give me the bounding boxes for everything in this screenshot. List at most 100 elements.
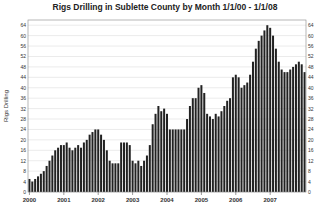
y-tick-label: 64 (20, 22, 26, 28)
x-tick-label: 2007 (263, 197, 277, 203)
y2-tick-label: 0 (308, 189, 311, 195)
bar (54, 150, 56, 192)
bar (218, 116, 220, 192)
bar (91, 132, 93, 192)
bar (195, 98, 197, 192)
bar (226, 101, 228, 192)
title: Rigs Drilling in Sublette County by Mont… (53, 2, 278, 12)
y2-tick-label: 48 (308, 64, 314, 70)
bar (137, 161, 139, 192)
y-tick-label: 12 (20, 158, 26, 164)
bar (232, 77, 234, 192)
y2-tick-label: 44 (308, 74, 314, 80)
bar (163, 109, 165, 192)
x-tick (63, 192, 64, 195)
y2-tick-label: 4 (308, 179, 311, 185)
y2-tick-label: 64 (308, 22, 314, 28)
bar (275, 49, 277, 192)
bar (183, 129, 185, 192)
y2-tick-label: 40 (308, 85, 314, 91)
bar (200, 85, 202, 192)
bar (86, 140, 88, 192)
bar (152, 124, 154, 192)
bar (143, 161, 145, 192)
frame (28, 20, 306, 192)
bar (292, 67, 294, 192)
bar (229, 98, 231, 192)
bar (263, 30, 265, 192)
bar (155, 114, 157, 192)
y-tick-label: 56 (20, 43, 26, 49)
bar (77, 145, 79, 192)
bar (63, 145, 65, 192)
bar (100, 135, 102, 192)
bar (192, 98, 194, 192)
bar (301, 64, 303, 192)
bar (166, 114, 168, 192)
bar (286, 72, 288, 192)
x-tick (132, 192, 133, 195)
bar (89, 135, 91, 192)
bar (252, 62, 254, 192)
x-tick-label: 2001 (57, 197, 71, 203)
bar (28, 179, 30, 192)
y-tick-label: 24 (20, 126, 26, 132)
bar (94, 129, 96, 192)
bar (212, 119, 214, 192)
y-tick-label: 36 (20, 95, 26, 101)
bar (114, 163, 116, 192)
bar (284, 72, 286, 192)
bar (249, 75, 251, 192)
bar (160, 111, 162, 192)
y2-tick-label: 24 (308, 126, 314, 132)
bar (134, 163, 136, 192)
bar (281, 70, 283, 192)
bar (43, 171, 45, 192)
bar (109, 161, 111, 192)
bar (46, 166, 48, 192)
x-tick (167, 192, 168, 195)
y2-tick-label: 16 (308, 147, 314, 153)
y2-tick-label: 36 (308, 95, 314, 101)
bar (57, 148, 59, 192)
y-tick-label: 60 (20, 33, 26, 39)
x-tick-label: 2006 (229, 197, 243, 203)
y2-tick-label: 20 (308, 137, 314, 143)
bar (97, 129, 99, 192)
y-tick-label: 4 (23, 179, 26, 185)
bar (255, 49, 257, 192)
bar (243, 85, 245, 192)
bar (103, 140, 105, 192)
y2-tick-label: 32 (308, 106, 314, 112)
bar (40, 174, 42, 192)
bar (289, 70, 291, 192)
y2-tick-label: 8 (308, 168, 311, 174)
bar (48, 161, 50, 192)
bar (37, 176, 39, 192)
bar (123, 142, 125, 192)
bar (69, 148, 71, 192)
bar (175, 129, 177, 192)
bar (83, 142, 85, 192)
bar (169, 129, 171, 192)
bar (157, 106, 159, 192)
bar (177, 129, 179, 192)
bar (186, 119, 188, 192)
bar (106, 150, 108, 192)
bar (71, 150, 73, 192)
bar (66, 142, 68, 192)
y2-tick-label: 28 (308, 116, 314, 122)
x-tick (235, 192, 236, 195)
y-tick-label: 40 (20, 85, 26, 91)
chart: Rigs Drilling in Sublette County by Mont… (0, 0, 330, 214)
y-tick-label: 52 (20, 53, 26, 59)
bar (120, 142, 122, 192)
bar (172, 129, 174, 192)
bar (258, 41, 260, 192)
bar (198, 88, 200, 192)
bar (238, 77, 240, 192)
y-tick-label: 16 (20, 147, 26, 153)
bar (51, 156, 53, 192)
bar (117, 163, 119, 192)
bar (246, 83, 248, 192)
